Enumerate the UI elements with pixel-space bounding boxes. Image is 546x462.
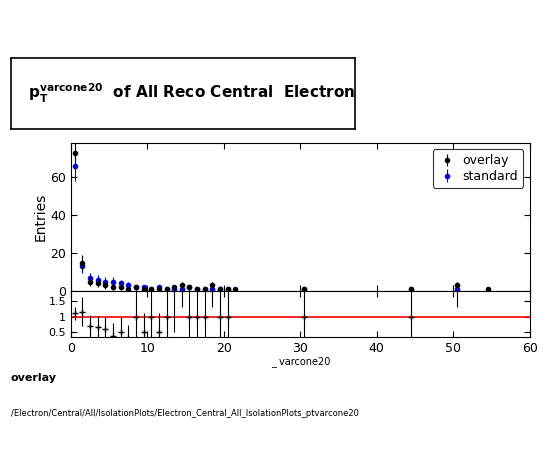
Y-axis label: Entries: Entries (33, 193, 48, 241)
Text: overlay: overlay (11, 373, 57, 383)
X-axis label: _ varcone20: _ varcone20 (271, 357, 330, 367)
Legend: overlay, standard: overlay, standard (433, 150, 524, 188)
Text: $\mathbf{p_T^{varcone20}}$  of All Reco Central  Electron: $\mathbf{p_T^{varcone20}}$ of All Reco C… (28, 82, 355, 105)
Text: /Electron/Central/All/IsolationPlots/Electron_Central_All_IsolationPlots_ptvarco: /Electron/Central/All/IsolationPlots/Ele… (11, 409, 359, 418)
